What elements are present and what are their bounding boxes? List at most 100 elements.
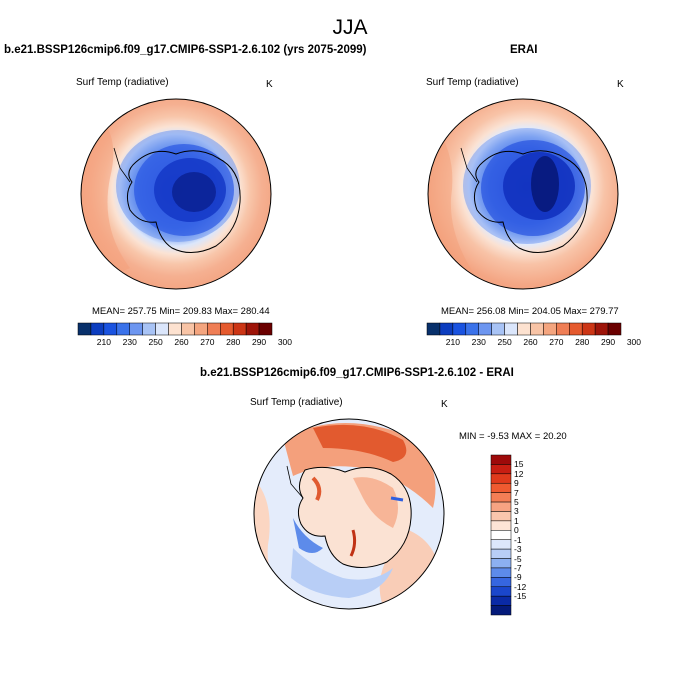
panel3-colorbar-labels: 15 12 9 7 5 3 1 0 -1 -3 -5 -7 -9 -12 -15 xyxy=(514,455,544,615)
colorbar-tick-label: 7 xyxy=(514,487,519,498)
colorbar-swatch xyxy=(129,322,143,336)
colorbar-swatch xyxy=(155,322,169,336)
colorbar-tick-label: 230 xyxy=(471,337,486,347)
colorbar-swatch xyxy=(490,558,512,569)
panel2-colorbar-labels: 210 230 250 260 270 280 290 300 xyxy=(427,337,641,349)
panel3-variable-label: Surf Temp (radiative) xyxy=(250,397,343,408)
colorbar-tick-label: 260 xyxy=(174,337,189,347)
panel3-stats: MIN = -9.53 MAX = 20.20 xyxy=(459,431,567,442)
colorbar-tick-label: 9 xyxy=(514,478,519,489)
colorbar-tick-label: -15 xyxy=(514,591,527,602)
colorbar-tick-label: 3 xyxy=(514,506,519,517)
colorbar-swatch xyxy=(490,454,512,465)
colorbar-swatch xyxy=(465,322,479,336)
colorbar-swatch xyxy=(490,492,512,503)
colorbar-tick-label: 270 xyxy=(200,337,215,347)
colorbar-tick-label: 280 xyxy=(575,337,590,347)
colorbar-tick-label: 290 xyxy=(600,337,616,347)
panel1-title: b.e21.BSSP126cmip6.f09_g17.CMIP6-SSP1-2.… xyxy=(4,44,367,56)
colorbar-swatch xyxy=(439,322,454,336)
colorbar-swatch xyxy=(168,322,182,336)
colorbar-swatch xyxy=(478,322,492,336)
figure-title: JJA xyxy=(332,16,368,39)
panel3-colorbar xyxy=(490,454,512,616)
panel2-stats: MEAN= 256.08 Min= 204.05 Max= 279.77 xyxy=(441,306,619,317)
colorbar-swatch xyxy=(452,322,467,336)
colorbar-swatch xyxy=(517,322,531,336)
colorbar-tick-label: 300 xyxy=(277,337,293,347)
colorbar-swatch xyxy=(490,530,512,540)
colorbar-tick-label: 210 xyxy=(96,337,111,347)
panel1-units-label: K xyxy=(266,79,273,90)
colorbar-swatch xyxy=(490,586,512,597)
colorbar-swatch xyxy=(232,322,247,336)
colorbar-swatch xyxy=(103,322,118,336)
colorbar-swatch xyxy=(77,322,92,336)
colorbar-tick-label: 5 xyxy=(514,497,519,508)
colorbar-swatch xyxy=(490,548,512,559)
colorbar-swatch xyxy=(116,322,130,336)
colorbar-swatch xyxy=(490,473,512,484)
colorbar-swatch xyxy=(490,482,512,493)
colorbar-swatch xyxy=(426,322,441,336)
colorbar-tick-label: 12 xyxy=(514,468,524,479)
colorbar-swatch xyxy=(490,464,512,475)
panel2-variable-label: Surf Temp (radiative) xyxy=(426,77,519,88)
panel1-colorbar-labels: 210 230 250 260 270 280 290 300 xyxy=(78,337,292,349)
colorbar-tick-label: 15 xyxy=(514,459,524,470)
colorbar-swatch xyxy=(504,322,518,336)
colorbar-swatch xyxy=(490,577,512,588)
colorbar-tick-label: -1 xyxy=(514,534,522,545)
colorbar-tick-label: -5 xyxy=(514,553,522,564)
colorbar-swatch xyxy=(220,322,234,336)
colorbar-tick-label: 290 xyxy=(251,337,267,347)
colorbar-swatch xyxy=(607,322,622,336)
colorbar-tick-label: -7 xyxy=(514,562,522,573)
colorbar-tick-label: 270 xyxy=(549,337,564,347)
colorbar-tick-label: 210 xyxy=(445,337,460,347)
colorbar-tick-label: 260 xyxy=(523,337,538,347)
panel3-polar-map xyxy=(253,418,445,610)
panel1-colorbar xyxy=(77,322,273,336)
colorbar-swatch xyxy=(490,567,512,578)
colorbar-swatch xyxy=(181,322,195,336)
colorbar-swatch xyxy=(543,322,557,336)
colorbar-tick-label: 300 xyxy=(626,337,642,347)
panel1-stats: MEAN= 257.75 Min= 209.83 Max= 280.44 xyxy=(92,306,270,317)
colorbar-tick-label: -9 xyxy=(514,572,522,583)
colorbar-tick-label: 230 xyxy=(122,337,137,347)
colorbar-swatch xyxy=(90,322,105,336)
colorbar-swatch xyxy=(530,322,544,336)
panel1-variable-label: Surf Temp (radiative) xyxy=(76,77,169,88)
colorbar-swatch xyxy=(258,322,273,336)
colorbar-swatch xyxy=(556,322,570,336)
colorbar-swatch xyxy=(490,501,512,512)
colorbar-tick-label: 280 xyxy=(226,337,241,347)
panel2-title: ERAI xyxy=(510,44,538,56)
colorbar-swatch xyxy=(245,322,260,336)
colorbar-tick-label: 250 xyxy=(497,337,512,347)
panel2-polar-map xyxy=(427,98,619,290)
colorbar-swatch xyxy=(490,511,512,522)
colorbar-tick-label: 250 xyxy=(148,337,163,347)
colorbar-swatch xyxy=(490,539,512,550)
colorbar-tick-label: 1 xyxy=(514,515,519,526)
panel3-title: b.e21.BSSP126cmip6.f09_g17.CMIP6-SSP1-2.… xyxy=(200,367,514,379)
panel3-units-label: K xyxy=(441,399,448,410)
colorbar-swatch xyxy=(490,595,512,606)
colorbar-swatch xyxy=(594,322,609,336)
colorbar-swatch xyxy=(491,322,505,336)
colorbar-tick-label: -3 xyxy=(514,544,522,555)
colorbar-swatch xyxy=(207,322,221,336)
colorbar-swatch xyxy=(569,322,583,336)
panel1-polar-map xyxy=(80,98,272,290)
colorbar-tick-label: 0 xyxy=(514,525,519,536)
panel2-units-label: K xyxy=(617,79,624,90)
colorbar-swatch xyxy=(490,520,512,531)
colorbar-swatch xyxy=(194,322,208,336)
colorbar-tick-label: -12 xyxy=(514,581,527,592)
colorbar-swatch xyxy=(490,605,512,616)
colorbar-swatch xyxy=(581,322,596,336)
panel2-colorbar xyxy=(426,322,622,336)
colorbar-swatch xyxy=(142,322,156,336)
